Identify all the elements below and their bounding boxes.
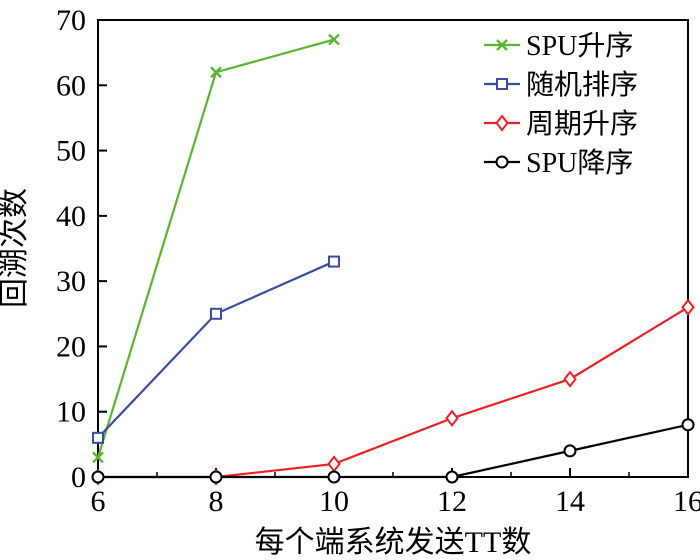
series-line-spu-ascending [96,38,335,458]
data-point-spu-ascending [92,451,104,464]
data-point-spu-descending [327,470,341,484]
x-axis-tick-label: 10 [319,485,349,518]
series-spu-ascending [92,33,340,464]
x-axis-tick-label: 8 [209,485,224,518]
y-axis-tick-label: 70 [56,4,86,37]
legend-label: SPU降序 [526,147,633,179]
legend-label: 周期升序 [526,108,638,140]
y-axis-tick-label: 50 [56,135,86,168]
series-line-spu-descending [98,423,689,479]
data-point-period-ascending [327,455,341,473]
legend-label: 随机排序 [526,69,638,101]
y-axis-tick-label: 10 [56,396,86,429]
data-point-random-order [328,255,340,268]
y-axis-tick-label: 40 [56,200,86,233]
chart-generated-content: 6 8 10 12 14 16010203040506070SPU升序随机排序周期升序SP… [56,4,700,518]
x-axis-tick-label: 12 [437,485,467,518]
y-axis-tick-label: 30 [56,265,86,298]
y-axis-title: 回溯次数 [0,188,31,308]
legend-marker-square-icon [496,78,508,90]
legend-item-spu-ascending: SPU升序 [484,30,633,62]
data-point-spu-descending [91,470,105,484]
series-line-period-ascending [98,306,689,479]
y-axis-tick-label: 0 [71,461,86,494]
legend-marker-x-icon [496,39,508,51]
x-axis-title: 每个端系统发送TT数 [255,526,532,559]
legend-item-period-ascending: 周期升序 [484,108,638,140]
data-point-random-order [210,307,222,320]
data-point-period-ascending [563,370,577,388]
y-axis-tick-label: 20 [56,330,86,363]
data-point-period-ascending [681,298,695,316]
legend-label: SPU升序 [526,30,633,62]
series-period-ascending [91,298,695,486]
x-axis-tick-label: 6 [91,485,106,518]
x-axis-tick-label: 14 [555,485,585,518]
legend-marker-diamond-icon [495,114,509,132]
x-axis-tick-label: 16 [673,485,700,518]
data-point-spu-ascending [210,66,222,79]
legend-item-random-order: 随机排序 [484,69,638,101]
series-line-random-order [97,260,335,439]
y-axis-tick-label: 60 [56,69,86,102]
data-point-random-order [92,431,104,444]
data-point-spu-descending [445,470,459,484]
series-spu-descending [91,418,695,484]
data-point-period-ascending [445,409,459,427]
data-point-spu-descending [209,470,223,484]
legend-marker-circle-icon [495,155,509,169]
data-point-spu-ascending [328,33,340,46]
data-point-spu-descending [563,444,577,458]
series-random-order [92,255,340,444]
data-point-spu-descending [681,418,695,432]
legend-item-spu-descending: SPU降序 [484,147,633,179]
